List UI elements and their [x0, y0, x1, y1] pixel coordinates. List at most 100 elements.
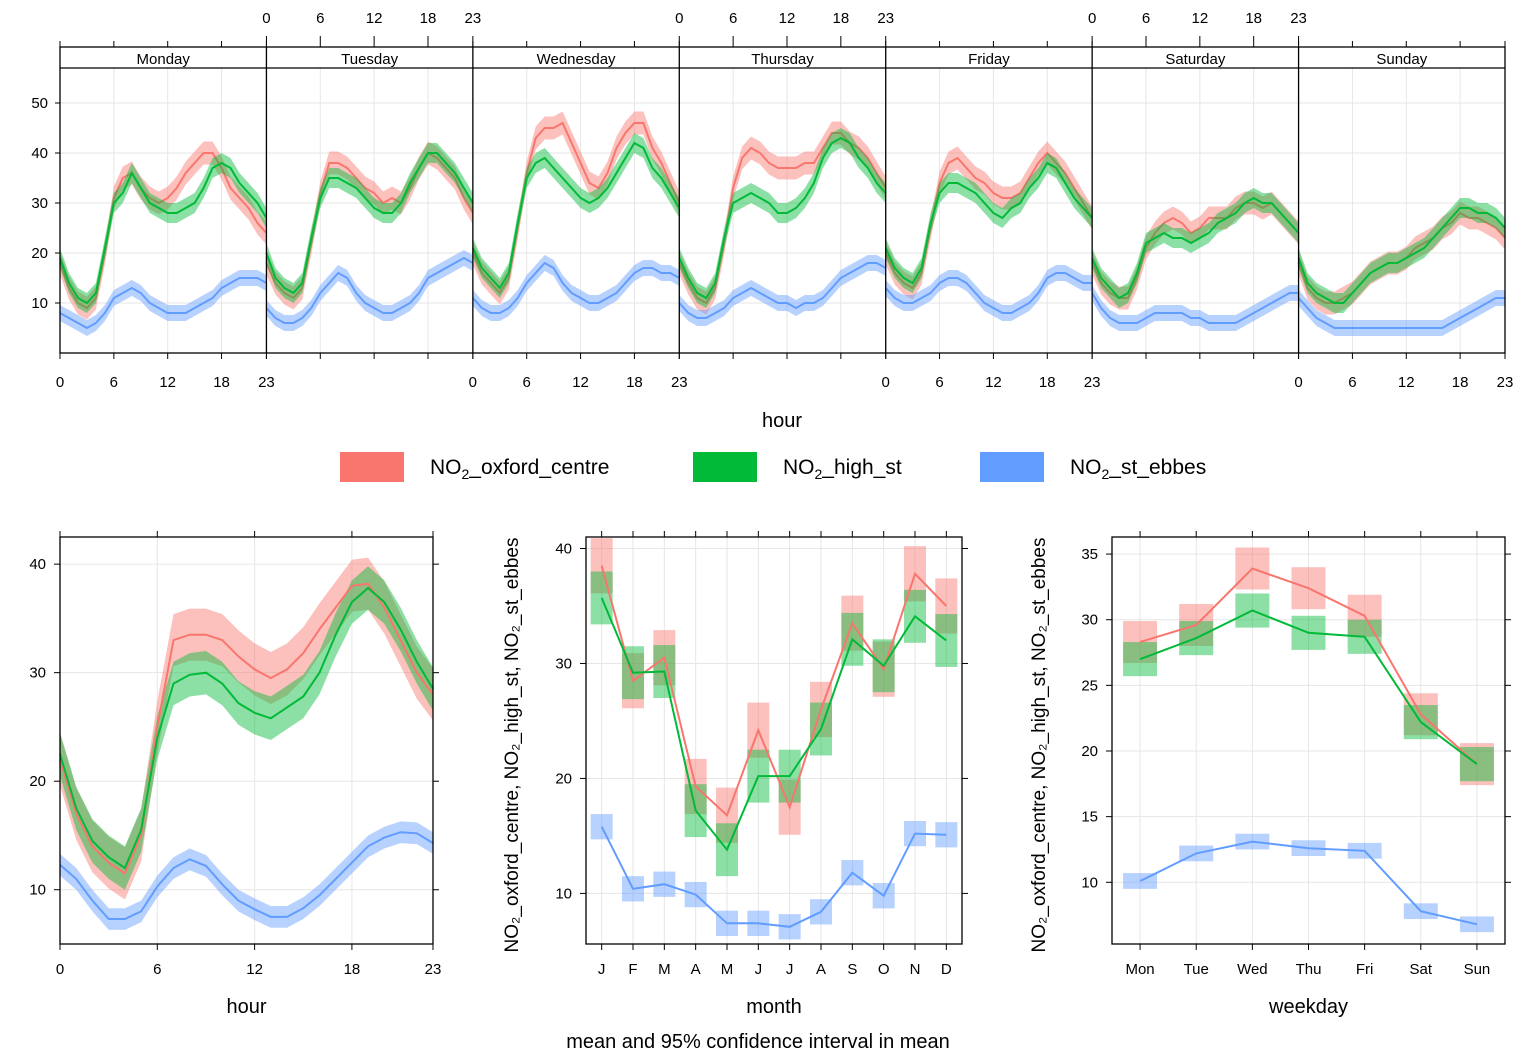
x-tick-label: J	[598, 961, 606, 978]
series-line-high-st	[600, 597, 947, 852]
ci-box-oxford-centre-d	[935, 578, 958, 634]
y-tick-label: 40	[29, 556, 46, 573]
y-tick-label: 40	[555, 540, 572, 557]
y-tick-label: 30	[31, 195, 48, 212]
series-line-high-st	[59, 586, 434, 870]
x-tick-label-top: 18	[1245, 10, 1262, 27]
x-tick-label: F	[628, 961, 637, 978]
x-tick-label: 12	[159, 374, 176, 391]
legend-label-high-st: NO2_high_st	[783, 456, 902, 482]
ci-box-st-ebbes-d	[935, 822, 958, 848]
ci-band-st-ebbes	[60, 821, 433, 930]
legend-swatch-st-ebbes	[980, 452, 1044, 482]
x-tick-label: Wed	[1237, 961, 1268, 978]
legend: NO2_oxford_centre NO2_high_st NO2_st_ebb…	[340, 452, 1206, 482]
series-line-st-ebbes-monday	[59, 277, 267, 330]
x-tick-label-top: 0	[675, 10, 683, 27]
y-tick-label: 20	[31, 245, 48, 262]
x-tick-label: 6	[523, 374, 531, 391]
ci-band-st-ebbes-thursday	[679, 255, 886, 326]
x-tick-label: 23	[1497, 374, 1514, 391]
y-tick-label: 10	[31, 295, 48, 312]
x-axis-title: hour	[226, 996, 266, 1018]
panel-frame	[59, 536, 434, 945]
x-tick-label-top: 23	[465, 10, 482, 27]
x-tick-label: 0	[56, 374, 64, 391]
ci-box-oxford-centre-sun	[1459, 743, 1494, 786]
x-tick-label-top: 6	[729, 10, 737, 27]
ci-box-high-st-sun	[1459, 747, 1494, 782]
series-line-oxford-centre-saturday	[1091, 201, 1300, 299]
x-tick-label: A	[691, 961, 701, 978]
x-tick-label-top: 0	[262, 10, 270, 27]
y-tick-label: 30	[555, 655, 572, 672]
x-tick-label: 23	[258, 374, 275, 391]
x-tick-label: 12	[985, 374, 1002, 391]
ci-box-high-st-mon	[1123, 642, 1158, 677]
x-tick-label: O	[878, 961, 890, 978]
series-line-st-ebbes-saturday	[1091, 292, 1299, 324]
x-tick-label-top: 18	[420, 10, 437, 27]
series-line-st-ebbes-sunday	[1297, 297, 1505, 329]
month-ylabel: NO₂_oxford_centre, NO₂_high_st, NO₂_st_e…	[502, 537, 523, 952]
x-tick-label: 0	[469, 374, 477, 391]
figure-caption: mean and 95% confidence interval in mean	[566, 1031, 950, 1053]
series-line-oxford-centre	[1139, 567, 1478, 765]
x-tick-label: A	[816, 961, 826, 978]
day-hour-panel: Monday Tuesday Wednesday Thursday Friday Satu…	[31, 10, 1513, 432]
weekday-panel: 10 15 20 25 30 35 Mon Tue Wed Thu Fri Sat Sun weekday	[1081, 531, 1511, 1018]
series-line-high-st	[1139, 609, 1478, 765]
legend-label-st-ebbes: NO2_st_ebbes	[1070, 456, 1206, 482]
x-tick-label: 12	[1398, 374, 1415, 391]
series-line-st-ebbes	[1139, 840, 1478, 926]
x-tick-label: J	[755, 961, 763, 978]
x-tick-label: 18	[1039, 374, 1056, 391]
ci-band-st-ebbes-wednesday	[472, 255, 680, 321]
x-tick-label-top: 6	[316, 10, 324, 27]
x-tick-label: M	[721, 961, 734, 978]
ci-band-high-st-thursday	[679, 128, 886, 308]
series-line-high-st-thursday	[678, 136, 887, 300]
ci-band-high-st-tuesday	[266, 143, 473, 303]
strip-label-sunday: Sunday	[1376, 51, 1427, 68]
series-line-st-ebbes-tuesday	[265, 256, 474, 324]
y-tick-label: 25	[1081, 677, 1098, 694]
y-tick-label: 20	[1081, 743, 1098, 760]
y-tick-label: 35	[1081, 546, 1098, 563]
x-tick-label-top: 0	[1088, 10, 1096, 27]
x-tick-label: Tue	[1184, 961, 1209, 978]
y-tick-label: 40	[31, 145, 48, 162]
y-tick-label: 10	[29, 882, 46, 899]
x-tick-label: 0	[1294, 374, 1302, 391]
x-tick-label-top: 12	[1192, 10, 1209, 27]
x-tick-label: 18	[626, 374, 643, 391]
x-tick-label: 23	[671, 374, 688, 391]
x-tick-label-top: 12	[779, 10, 796, 27]
panel-frame	[585, 536, 963, 945]
x-axis-title: month	[746, 996, 802, 1018]
series-line-high-st-wednesday	[471, 141, 681, 290]
legend-swatch-high-st	[693, 452, 757, 482]
ci-band-st-ebbes-monday	[60, 270, 267, 336]
ci-band-high-st-monday	[60, 153, 267, 313]
series-line-st-ebbes-wednesday	[472, 261, 680, 314]
strip-label-tuesday: Tuesday	[341, 51, 398, 68]
x-tick-label-top: 23	[877, 10, 894, 27]
ci-band-high-st-saturday	[1092, 188, 1299, 308]
series-line-high-st-friday	[884, 161, 1093, 285]
x-tick-label: N	[910, 961, 921, 978]
x-tick-label-top: 12	[366, 10, 383, 27]
x-tick-label-top: 6	[1142, 10, 1150, 27]
ci-band-st-ebbes-sunday	[1298, 290, 1505, 336]
series-line-oxford-centre	[600, 565, 948, 817]
x-tick-label: Fri	[1356, 961, 1374, 978]
ci-box-high-st-d	[935, 614, 958, 667]
x-tick-label: 6	[153, 961, 161, 978]
series-line-high-st-sunday	[1297, 207, 1506, 304]
x-tick-label: 12	[246, 961, 263, 978]
strip-label-monday: Monday	[137, 51, 191, 68]
x-tick-label: 6	[110, 374, 118, 391]
series-line-oxford-centre-monday	[59, 152, 268, 310]
